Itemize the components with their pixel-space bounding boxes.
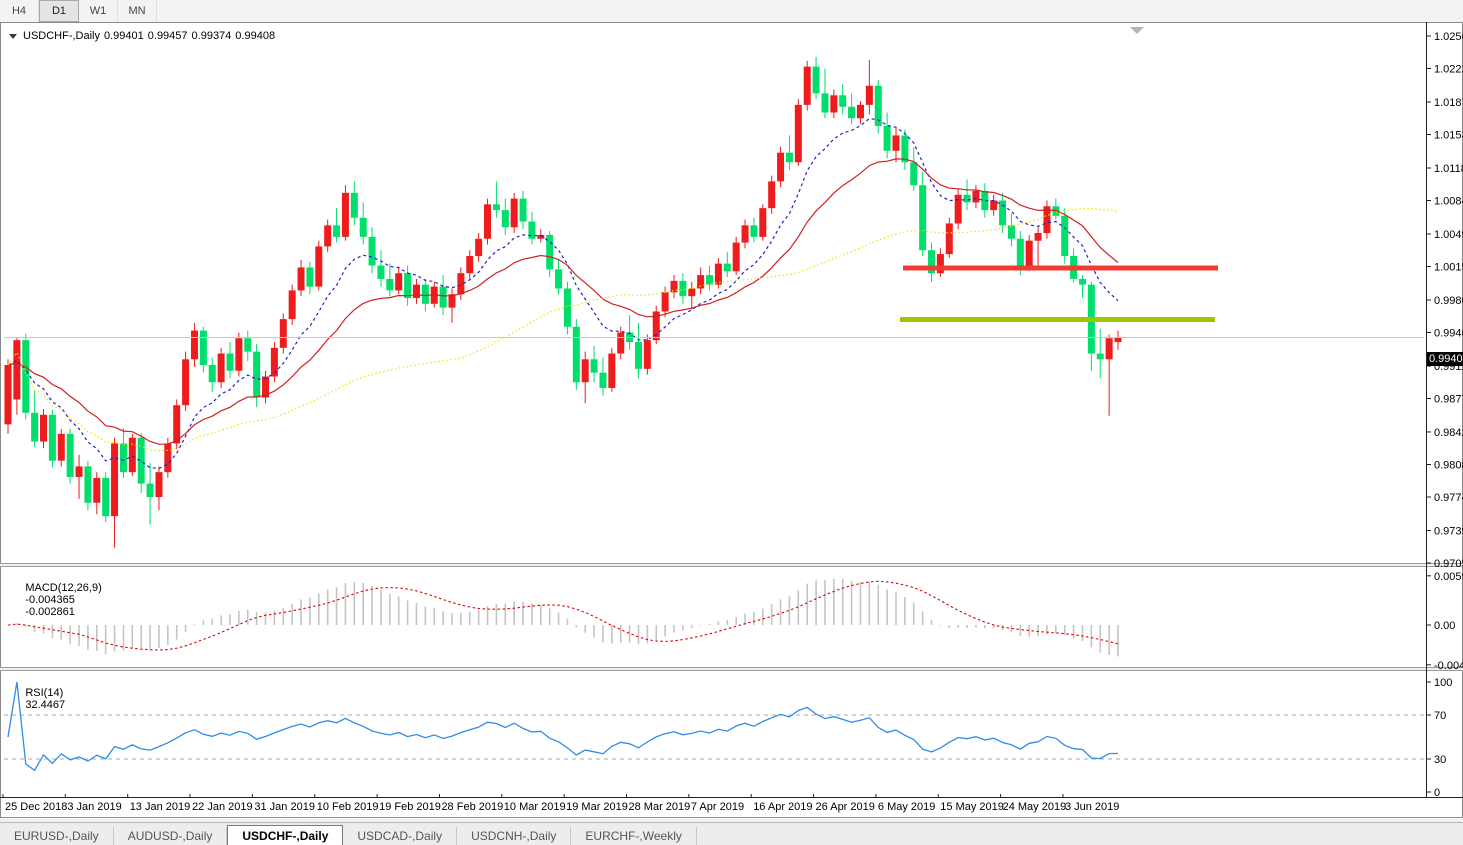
chart-window: 1.02560 1.02220 1.01870 1.01530 1.01180 1.008… [0,22,1463,819]
rsi-name: RSI(14) [25,687,64,699]
macd-pane[interactable] [7,578,1119,657]
time-axis[interactable]: 25 Dec 2018 3 Jan 2019 13 Jan 2019 22 Jan 2… [2,794,1119,813]
svg-text:0.00: 0.00 [1434,620,1455,632]
price-axis[interactable]: 1.02560 1.02220 1.01870 1.01530 1.01180 1.008… [1427,31,1463,799]
rsi-value: 32.4467 [25,699,66,711]
svg-text:10 Feb 2019: 10 Feb 2019 [317,801,379,813]
rsi-pane[interactable] [4,681,1424,772]
svg-text:0: 0 [1434,787,1440,799]
svg-text:0.99460: 0.99460 [1434,327,1463,339]
svg-text:-0.004858: -0.004858 [1434,660,1463,672]
svg-text:28 Mar 2019: 28 Mar 2019 [629,801,691,813]
ohlc-low: 0.99374 [191,30,232,42]
svg-text:0.97390: 0.97390 [1434,525,1463,537]
svg-text:0.98420: 0.98420 [1434,427,1463,439]
chart-tab-usdcnh[interactable]: USDCNH-,Daily [457,827,572,845]
svg-text:1.02220: 1.02220 [1434,64,1463,76]
svg-text:16 Apr 2019: 16 Apr 2019 [753,801,812,813]
current-price-tag: 0.99408 [1427,352,1463,366]
svg-text:1.01530: 1.01530 [1434,130,1463,142]
timeframe-d1-button[interactable]: D1 [39,0,79,22]
svg-text:30: 30 [1434,754,1446,766]
chevron-down-icon[interactable] [9,33,17,39]
timeframe-mn-button[interactable]: MN [118,0,157,22]
svg-text:15 May 2019: 15 May 2019 [940,801,1004,813]
svg-text:0.98080: 0.98080 [1434,459,1463,471]
svg-text:6 May 2019: 6 May 2019 [878,801,935,813]
svg-text:3 Jan 2019: 3 Jan 2019 [67,801,121,813]
chart-tab-bar: EURUSD-,Daily AUDUSD-,Daily USDCHF-,Daily U… [0,822,1463,845]
svg-text:1.01180: 1.01180 [1434,163,1463,175]
chart-tab-eurusd[interactable]: EURUSD-,Daily [0,827,114,845]
svg-text:1.00840: 1.00840 [1434,196,1463,208]
chart-tab-usdcad[interactable]: USDCAD-,Daily [343,827,458,845]
svg-text:1.00490: 1.00490 [1434,229,1463,241]
svg-text:0.97740: 0.97740 [1434,492,1463,504]
svg-text:25 Dec 2018: 25 Dec 2018 [5,801,67,813]
svg-text:70: 70 [1434,710,1446,722]
svg-text:28 Feb 2019: 28 Feb 2019 [441,801,503,813]
ma-slow-line [7,207,1119,452]
macd-name: MACD(12,26,9) [25,582,102,594]
macd-signal-value: -0.002861 [25,606,75,618]
chart-shift-marker-icon[interactable] [1130,27,1144,34]
svg-text:13 Jan 2019: 13 Jan 2019 [130,801,191,813]
chart-tab-usdchf[interactable]: USDCHF-,Daily [227,825,344,845]
ohlc-high: 0.99457 [147,30,188,42]
svg-text:100: 100 [1434,677,1452,689]
macd-main-value: -0.004365 [25,594,75,606]
ohlc-open: 0.99401 [104,30,144,42]
symbol-period-label: USDCHF-,Daily [23,30,100,42]
svg-text:0.005999: 0.005999 [1434,571,1463,583]
chart-tab-eurchf[interactable]: EURCHF-,Weekly [571,827,697,845]
svg-text:19 Mar 2019: 19 Mar 2019 [566,801,628,813]
svg-text:26 Apr 2019: 26 Apr 2019 [816,801,875,813]
svg-text:3 Jun 2019: 3 Jun 2019 [1065,801,1119,813]
rsi-indicator-label: RSI(14) 32.4467 [7,675,65,723]
svg-text:0.98770: 0.98770 [1434,393,1463,405]
macd-signal-line [7,580,1119,651]
svg-text:19 Feb 2019: 19 Feb 2019 [379,801,441,813]
svg-text:1.01870: 1.01870 [1434,97,1463,109]
svg-text:0.99800: 0.99800 [1434,295,1463,307]
svg-text:10 Mar 2019: 10 Mar 2019 [504,801,566,813]
chart-tab-audusd[interactable]: AUDUSD-,Daily [114,827,228,845]
macd-indicator-label: MACD(12,26,9) -0.004365 -0.002861 [7,570,102,630]
svg-text:31 Jan 2019: 31 Jan 2019 [254,801,315,813]
timeframe-toolbar: H4 D1 W1 MN [0,0,1463,23]
main-price-pane[interactable] [4,57,1424,548]
svg-text:7 Apr 2019: 7 Apr 2019 [691,801,744,813]
timeframe-h4-button[interactable]: H4 [0,0,39,22]
svg-text:24 May 2019: 24 May 2019 [1003,801,1067,813]
chart-title: USDCHF-,Daily 0.99401 0.99457 0.99374 0.… [9,30,275,42]
ma-fast-line [7,117,1119,470]
svg-text:1.00150: 1.00150 [1434,262,1463,274]
svg-text:1.02560: 1.02560 [1434,31,1463,43]
ma-mid-line [7,158,1119,445]
svg-text:22 Jan 2019: 22 Jan 2019 [192,801,253,813]
chart-canvas[interactable]: 1.02560 1.02220 1.01870 1.01530 1.01180 1.008… [0,22,1463,818]
svg-text:0.97050: 0.97050 [1434,558,1463,570]
ohlc-close: 0.99408 [235,30,276,42]
timeframe-w1-button[interactable]: W1 [79,0,118,22]
rsi-line [7,681,1119,772]
